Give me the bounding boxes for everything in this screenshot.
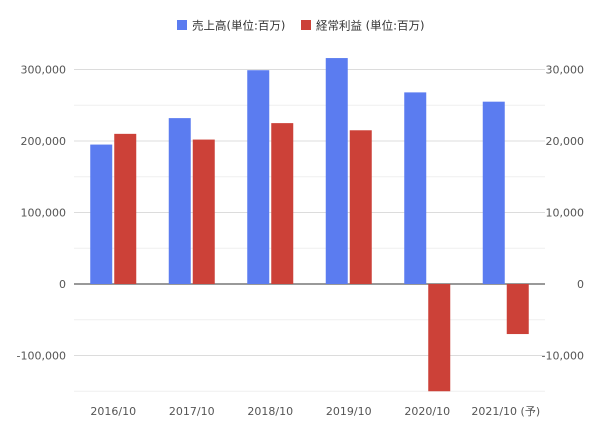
left-tick-label: 100,000 <box>21 207 67 220</box>
x-tick-label: 2019/10 <box>326 405 372 418</box>
x-tick-label: 2018/10 <box>247 405 293 418</box>
right-tick-label: -10,000 <box>542 350 584 363</box>
bar-ordinary-profit <box>428 284 451 392</box>
left-tick-label: 200,000 <box>21 135 67 148</box>
right-tick-label: 30,000 <box>546 64 585 77</box>
legend-label-sales: 売上高(単位:百万) <box>192 19 285 33</box>
bar-sales <box>168 118 191 285</box>
bar-ordinary-profit <box>192 139 215 284</box>
legend-swatch-sales <box>177 20 187 30</box>
bar-ordinary-profit <box>114 133 137 284</box>
left-axis-ticks: 300,000 200,000 100,000 0 -100,000 <box>17 64 66 363</box>
x-tick-label: 2021/10 (予) <box>471 405 540 418</box>
x-tick-label: 2017/10 <box>169 405 215 418</box>
gridlines <box>74 69 545 392</box>
x-tick-label: 2020/10 <box>404 405 450 418</box>
right-tick-label: 10,000 <box>546 207 585 220</box>
left-tick-label: 0 <box>59 278 66 291</box>
legend-item-ordinary-profit[interactable]: 経常利益 (単位:百万) <box>301 19 425 33</box>
left-tick-label: 300,000 <box>21 64 67 77</box>
bar-ordinary-profit <box>349 130 372 284</box>
legend[interactable]: 売上高(単位:百万) 経常利益 (単位:百万) <box>177 19 425 33</box>
x-axis-ticks: 2016/10 2017/10 2018/10 2019/10 2020/10 2021/… <box>90 405 540 418</box>
legend-label-ordinary-profit: 経常利益 (単位:百万) <box>316 19 425 33</box>
left-tick-label: -100,000 <box>17 350 66 363</box>
bars <box>90 58 529 392</box>
x-tick-label: 2016/10 <box>90 405 136 418</box>
bar-sales <box>325 58 348 285</box>
bar-sales <box>90 144 113 284</box>
right-tick-label: 0 <box>577 278 584 291</box>
bar-sales <box>404 92 427 284</box>
bar-ordinary-profit <box>506 284 529 335</box>
bar-sales <box>482 101 505 284</box>
bar-ordinary-profit <box>271 123 294 284</box>
legend-swatch-ordinary-profit <box>301 20 311 30</box>
right-tick-label: 20,000 <box>546 135 585 148</box>
right-axis-ticks: 30,000 20,000 10,000 0 -10,000 <box>542 64 584 363</box>
legend-item-sales[interactable]: 売上高(単位:百万) <box>177 19 285 33</box>
bar-sales <box>247 70 270 284</box>
